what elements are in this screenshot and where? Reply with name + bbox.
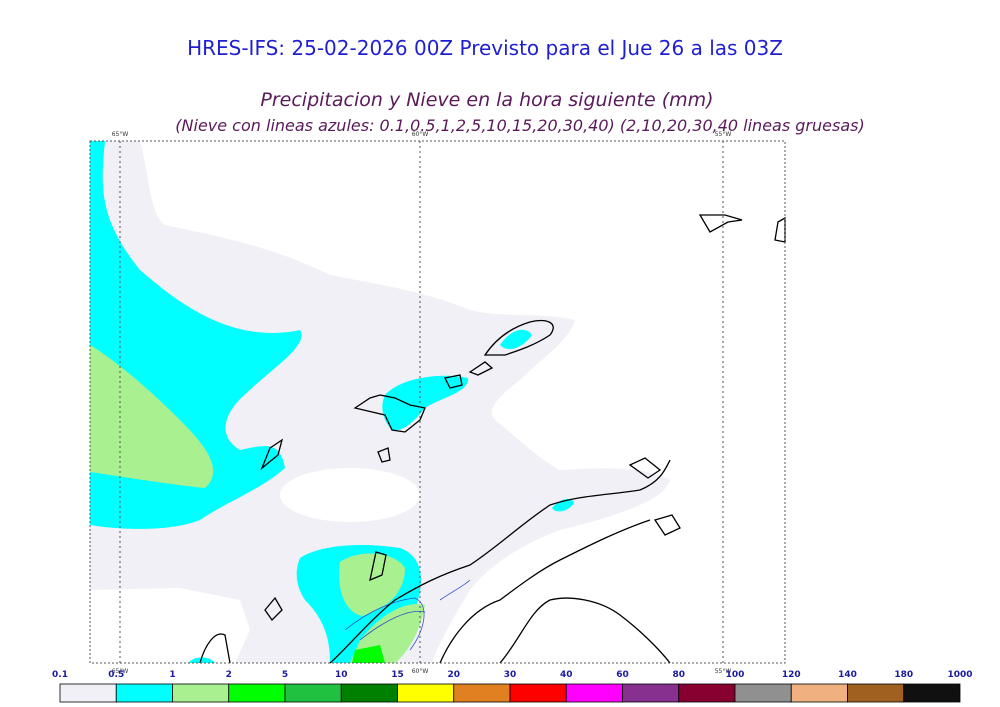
coastline bbox=[628, 457, 662, 479]
precip-green bbox=[90, 345, 214, 488]
colorbar-label: 120 bbox=[782, 670, 801, 680]
coastline bbox=[499, 597, 671, 664]
colorbar-box bbox=[172, 683, 230, 703]
colorbar-box bbox=[453, 683, 511, 703]
coastline bbox=[439, 519, 651, 664]
colorbar-label: 0.5 bbox=[108, 670, 124, 680]
colorbar-box bbox=[228, 683, 286, 703]
colorbar-label: 80 bbox=[672, 670, 685, 680]
precip-green bbox=[339, 553, 405, 616]
precip-light bbox=[90, 141, 670, 663]
colorbar-box bbox=[59, 683, 117, 703]
coastline bbox=[483, 319, 554, 356]
colorbar-label: 0.1 bbox=[52, 670, 68, 680]
colorbar-box bbox=[115, 683, 173, 703]
colorbar-label: 1000 bbox=[947, 670, 972, 680]
colorbar-box bbox=[847, 683, 905, 703]
meridian-label: 55°W bbox=[715, 668, 732, 675]
map-frame bbox=[89, 140, 786, 664]
coastline bbox=[199, 633, 231, 664]
dry-area bbox=[90, 588, 250, 663]
colorbar-label: 15 bbox=[391, 670, 404, 680]
precip-bright-green bbox=[352, 645, 385, 663]
coastline bbox=[468, 361, 494, 376]
colorbar-label: 40 bbox=[560, 670, 573, 680]
colorbar-label: 180 bbox=[894, 670, 913, 680]
meridian-label: 55°W bbox=[715, 131, 732, 138]
colorbar-label: 140 bbox=[838, 670, 857, 680]
colorbar-label: 10 bbox=[335, 670, 348, 680]
colorbar-label: 60 bbox=[616, 670, 629, 680]
dry-area bbox=[280, 468, 420, 522]
map: 65°W 60°W 55°W 65°W 60°W 55°W bbox=[89, 131, 786, 675]
coastline bbox=[444, 374, 463, 389]
coastline bbox=[377, 447, 391, 463]
colorbar-label: 30 bbox=[504, 670, 517, 680]
title: HRES-IFS: 25-02-2026 00Z Previsto para e… bbox=[187, 36, 783, 60]
coastline bbox=[260, 438, 284, 471]
coastline bbox=[653, 514, 681, 536]
colorbar-label: 1 bbox=[169, 670, 175, 680]
colorbar-label: 100 bbox=[726, 670, 745, 680]
colorbar-box bbox=[734, 683, 792, 703]
colorbar-label: 2 bbox=[226, 670, 232, 680]
colorbar-box bbox=[790, 683, 848, 703]
subtitle: Precipitacion y Nieve en la hora siguien… bbox=[260, 89, 713, 111]
colorbar-box bbox=[565, 683, 623, 703]
meridian-label: 60°W bbox=[412, 668, 429, 675]
precip-cyan bbox=[552, 498, 574, 512]
meridian-label: 65°W bbox=[112, 131, 129, 138]
colorbar-box bbox=[509, 683, 567, 703]
coastline bbox=[353, 394, 426, 433]
coastline bbox=[698, 214, 743, 233]
precip-cyan bbox=[500, 329, 532, 350]
colorbar-box bbox=[678, 683, 736, 703]
colorbar-box bbox=[622, 683, 680, 703]
meridian-label: 65°W bbox=[112, 668, 129, 675]
coastline bbox=[329, 459, 671, 664]
colorbar-box bbox=[284, 683, 342, 703]
precip-cyan bbox=[382, 375, 469, 431]
coastline bbox=[264, 596, 283, 622]
coastline bbox=[369, 551, 387, 582]
meridian-label: 60°W bbox=[412, 131, 429, 138]
colorbar-box bbox=[903, 683, 961, 703]
colorbar-label: 20 bbox=[447, 670, 460, 680]
note: (Nieve con lineas azules: 0.1,0.5,1,2,5,… bbox=[175, 116, 864, 135]
colorbar-label: 5 bbox=[282, 670, 288, 680]
colorbar-box bbox=[340, 683, 398, 703]
colorbar-box bbox=[397, 683, 455, 703]
colorbar: 0.1 0.5 1 2 5 10 15 20 30 40 60 80 100 120 140 180 1000 bbox=[52, 670, 973, 703]
